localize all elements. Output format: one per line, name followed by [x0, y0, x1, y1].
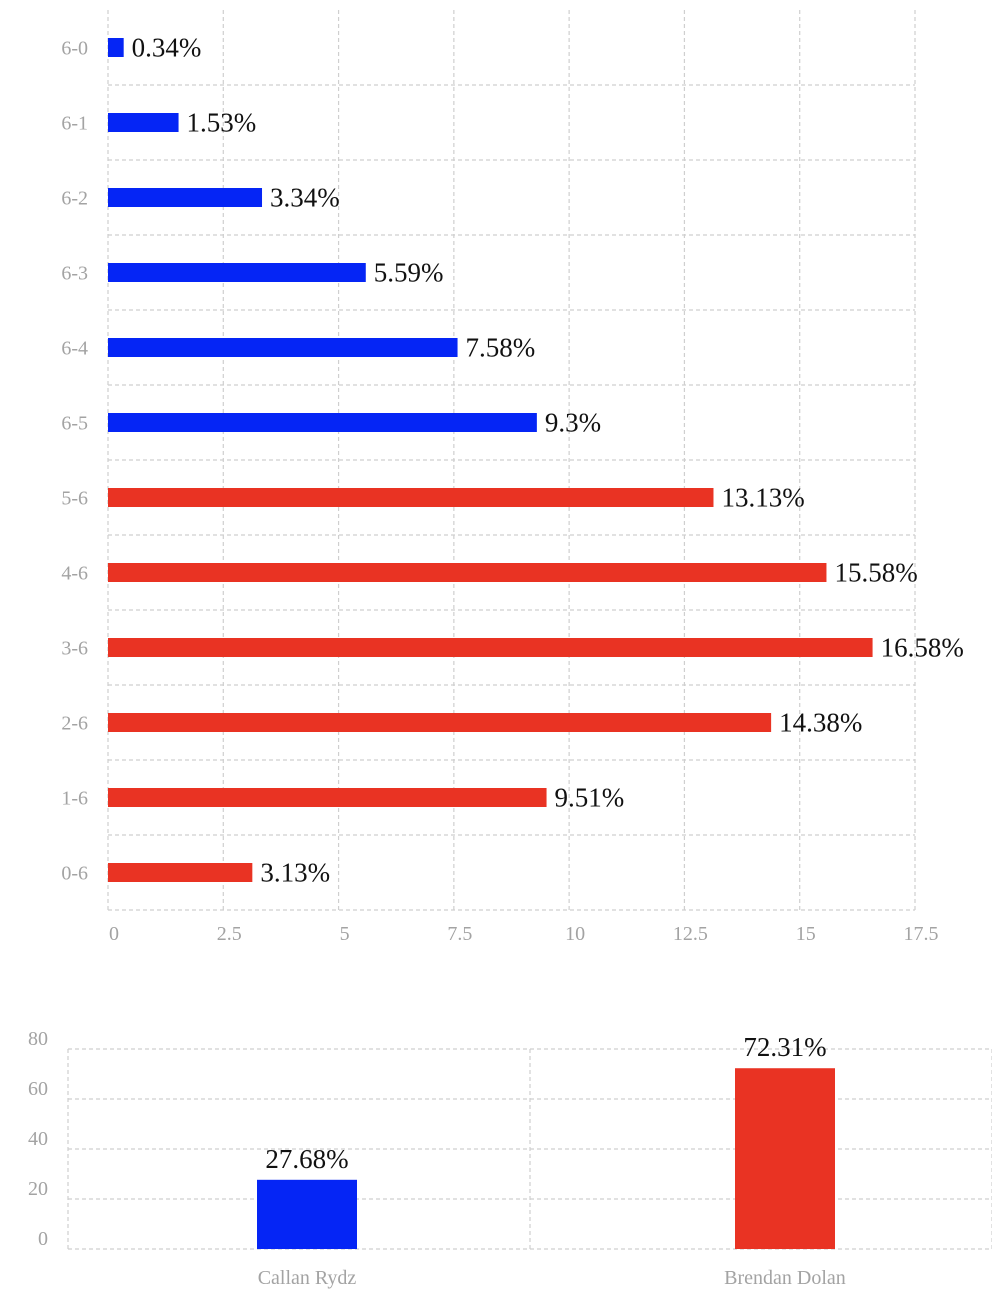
- bar-6-5: [108, 413, 537, 432]
- y-tick-label: 60: [28, 1078, 48, 1100]
- category-label-6-5: 6-5: [61, 413, 88, 435]
- data-label-brendan-dolan: 72.31%: [743, 1032, 826, 1062]
- category-label-6-4: 6-4: [61, 338, 88, 360]
- category-label-6-2: 6-2: [61, 188, 88, 210]
- category-label-brendan-dolan: Brendan Dolan: [724, 1267, 846, 1289]
- bar-6-4: [108, 338, 458, 357]
- match-winner-bars: [257, 1068, 835, 1249]
- bar-4-6: [108, 563, 827, 582]
- category-label-4-6: 4-6: [61, 563, 88, 585]
- y-tick-label: 40: [28, 1128, 48, 1150]
- bar-2-6: [108, 713, 772, 732]
- category-label-callan-rydz: Callan Rydz: [258, 1267, 357, 1289]
- bar-brendan-dolan: [735, 1068, 835, 1249]
- set-score-chart: 6-0 6-1 6-2 6-3 6-4 6-5 5-6 4-6 3-6 2-6 1-6 0-6 0.3…: [61, 10, 964, 940]
- data-label-4-6: 15.58%: [834, 558, 917, 588]
- x-tick-label: 7.5: [447, 923, 472, 940]
- bar-6-1: [108, 113, 179, 132]
- set-score-category-labels: 6-0 6-1 6-2 6-3 6-4 6-5 5-6 4-6 3-6 2-6 1-6 0-6: [61, 38, 88, 885]
- data-label-6-5: 9.3%: [545, 408, 601, 438]
- x-tick-label: 10: [565, 923, 585, 940]
- category-label-6-0: 6-0: [61, 38, 88, 60]
- category-label-6-1: 6-1: [61, 113, 88, 135]
- data-label-6-1: 1.53%: [187, 108, 257, 138]
- x-tick-label: 15: [796, 923, 816, 940]
- data-label-0-6: 3.13%: [260, 858, 330, 888]
- bar-1-6: [108, 788, 547, 807]
- category-label-2-6: 2-6: [61, 713, 88, 735]
- x-tick-label: 12.5: [673, 923, 708, 940]
- data-label-3-6: 16.58%: [881, 633, 964, 663]
- set-score-gridlines: [107, 10, 916, 911]
- data-label-6-3: 5.59%: [374, 258, 444, 288]
- category-label-6-3: 6-3: [61, 263, 88, 285]
- set-score-bars: [108, 38, 873, 882]
- bar-5-6: [108, 488, 714, 507]
- match-winner-y-tick-labels: 0 20 40 60 80: [28, 1028, 48, 1250]
- match-winner-category-labels: Callan Rydz Brendan Dolan: [258, 1267, 846, 1289]
- bar-6-3: [108, 263, 366, 282]
- y-tick-label: 0: [38, 1228, 48, 1250]
- x-tick-label: 5: [340, 923, 350, 940]
- x-tick-label: 2.5: [217, 923, 242, 940]
- y-tick-label: 20: [28, 1178, 48, 1200]
- y-tick-label: 80: [28, 1028, 48, 1050]
- bar-6-2: [108, 188, 263, 207]
- match-winner-chart: 0 20 40 60 80 27.68% 72.31% Callan Rydz Brenda…: [28, 1028, 992, 1289]
- x-tick-label: 17.5: [904, 923, 939, 940]
- bar-0-6: [108, 863, 253, 882]
- bar-3-6: [108, 638, 873, 657]
- data-label-6-0: 0.34%: [132, 33, 202, 63]
- x-tick-label: 0: [109, 923, 119, 940]
- data-label-1-6: 9.51%: [555, 783, 625, 813]
- bar-6-0: [108, 38, 124, 57]
- match-winner-data-labels: 27.68% 72.31%: [265, 1032, 826, 1174]
- data-label-2-6: 14.38%: [779, 708, 862, 738]
- bar-callan-rydz: [257, 1179, 357, 1249]
- data-label-callan-rydz: 27.68%: [265, 1144, 348, 1174]
- category-label-0-6: 0-6: [61, 863, 88, 885]
- data-label-6-2: 3.34%: [270, 183, 340, 213]
- category-label-1-6: 1-6: [61, 788, 88, 810]
- match-winner-gridlines: [67, 1048, 992, 1250]
- data-label-5-6: 13.13%: [721, 483, 804, 513]
- category-label-3-6: 3-6: [61, 638, 88, 660]
- category-label-5-6: 5-6: [61, 488, 88, 510]
- data-label-6-4: 7.58%: [466, 333, 536, 363]
- set-score-data-labels: 0.34% 1.53% 3.34% 5.59% 7.58% 9.3% 13.13% 15.58…: [132, 33, 964, 888]
- set-score-x-tick-labels: 0 2.5 5 7.5 10 12.5 15 17.5: [109, 923, 939, 940]
